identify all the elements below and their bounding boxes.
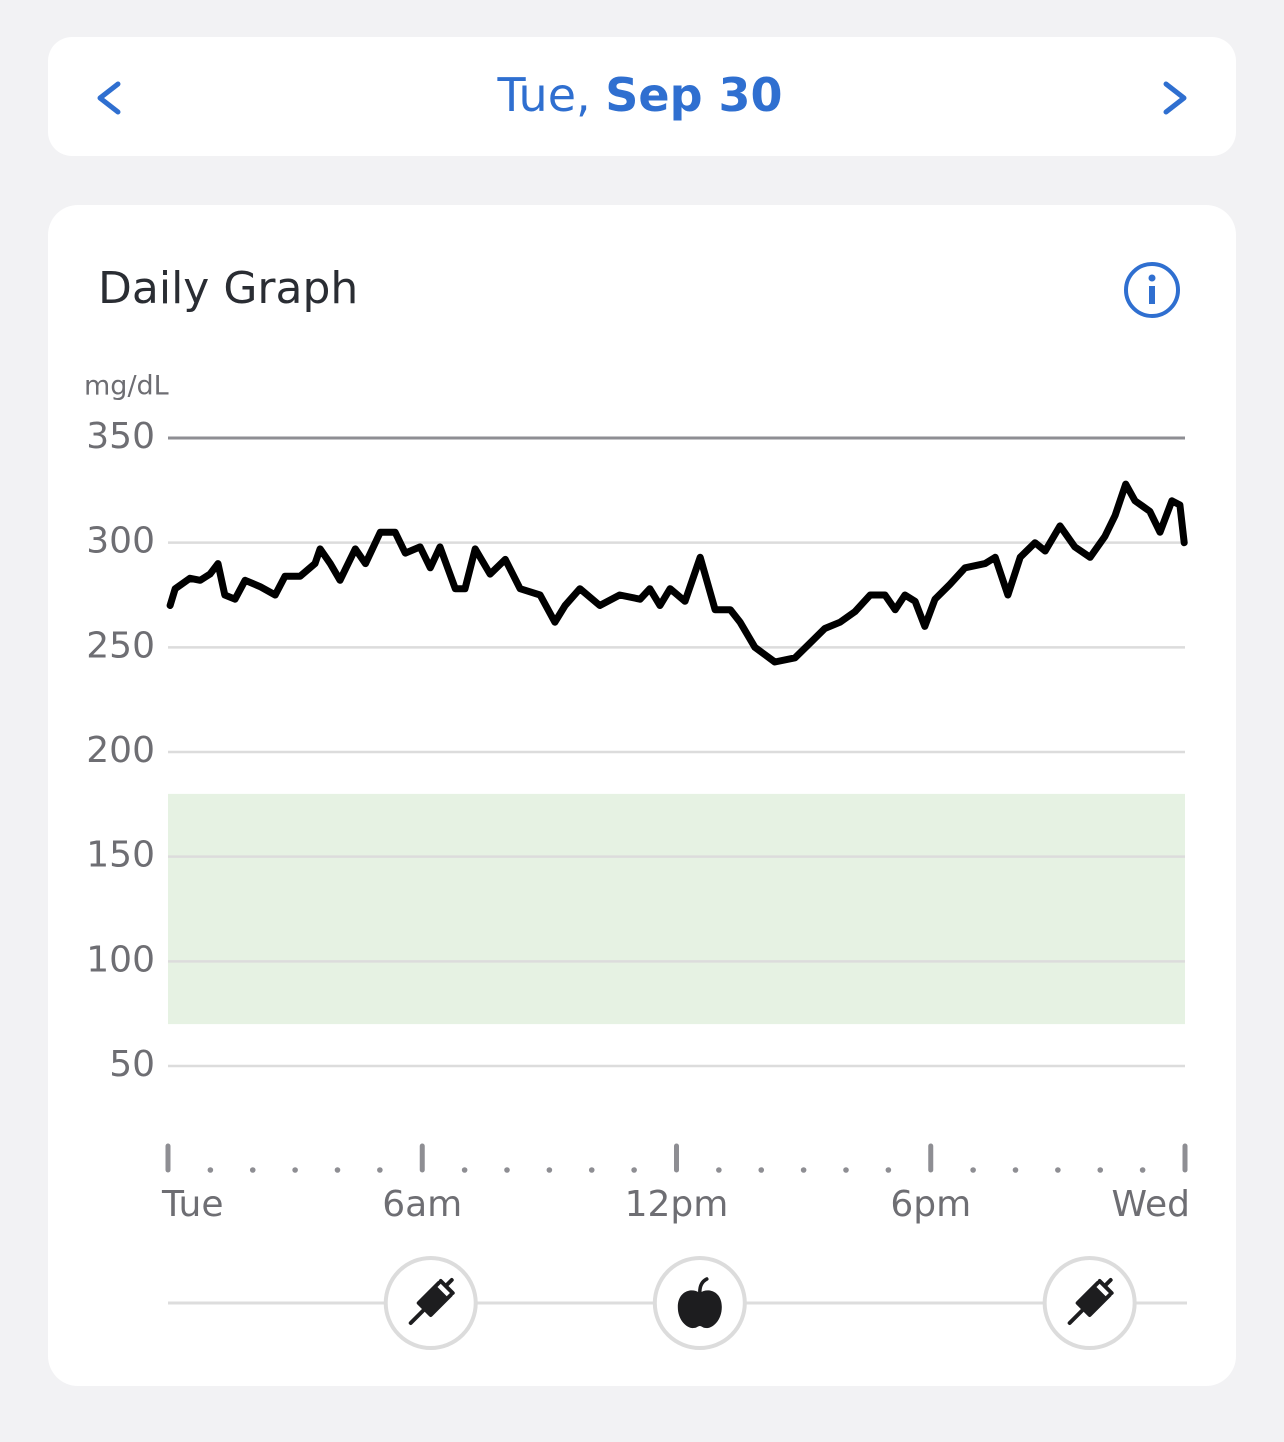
- x-minor-tick: [843, 1167, 849, 1173]
- glucose-line: [166, 480, 1188, 666]
- x-minor-tick: [631, 1167, 637, 1173]
- date-bar: [48, 37, 1236, 156]
- y-tick-label: 200: [86, 730, 155, 771]
- info-stem: [1149, 286, 1155, 304]
- y-unit: mg/dL: [84, 371, 169, 402]
- info-ring: [1124, 262, 1180, 318]
- event-marker[interactable]: [1042, 1256, 1137, 1350]
- x-minor-tick: [207, 1167, 214, 1173]
- next-day[interactable]: [1163, 81, 1187, 115]
- y-tick-label: 50: [109, 1044, 155, 1085]
- x-minor-tick: [1012, 1167, 1019, 1173]
- weekday: Tue,: [496, 68, 590, 122]
- x-minor-tick: [716, 1167, 722, 1173]
- event-marker[interactable]: [383, 1256, 478, 1350]
- x-minor-tick: [885, 1167, 892, 1173]
- x-minor-tick: [970, 1167, 976, 1173]
- x-minor-tick: [546, 1167, 553, 1173]
- y-tick-label: 250: [86, 625, 155, 666]
- prev-day[interactable]: [97, 81, 121, 115]
- x-minor-tick: [461, 1167, 468, 1173]
- x-minor-tick: [800, 1167, 807, 1173]
- info-dot: [1148, 274, 1156, 282]
- target-range: [168, 793, 1185, 1025]
- chart-title: Daily Graph: [98, 263, 358, 314]
- x-tick-label: 12pm: [625, 1184, 729, 1225]
- y-tick-label: 300: [86, 521, 155, 562]
- info-button[interactable]: [1124, 262, 1180, 318]
- event-marker[interactable]: [652, 1256, 747, 1350]
- x-tick-label: Tue: [161, 1184, 224, 1225]
- apple-stem: [698, 1277, 709, 1294]
- x-minor-tick: [1139, 1167, 1146, 1173]
- x-tick-label: 6am: [382, 1184, 462, 1225]
- x-minor-tick: [377, 1167, 383, 1173]
- syringe-body: [418, 1287, 447, 1315]
- x-minor-tick: [1097, 1167, 1104, 1173]
- x-minor-tick: [292, 1167, 298, 1173]
- y-tick-label: 100: [86, 939, 155, 980]
- x-minor-tick: [249, 1167, 256, 1173]
- x-minor-tick: [758, 1167, 765, 1173]
- y-tick-label: 350: [86, 416, 155, 457]
- x-minor-tick: [334, 1167, 341, 1173]
- x-minor-tick: [588, 1167, 595, 1173]
- syringe-body: [1077, 1287, 1106, 1315]
- date-label: Tue, Sep 30: [496, 68, 782, 122]
- x-minor-tick: [1055, 1167, 1061, 1173]
- x-minor-tick: [504, 1167, 510, 1173]
- apple-icon: [677, 1290, 722, 1329]
- x-tick-label: Wed: [1112, 1184, 1191, 1225]
- date: Sep 30: [605, 68, 782, 122]
- x-tick-label: 6pm: [890, 1184, 971, 1225]
- y-tick-label: 150: [86, 835, 155, 876]
